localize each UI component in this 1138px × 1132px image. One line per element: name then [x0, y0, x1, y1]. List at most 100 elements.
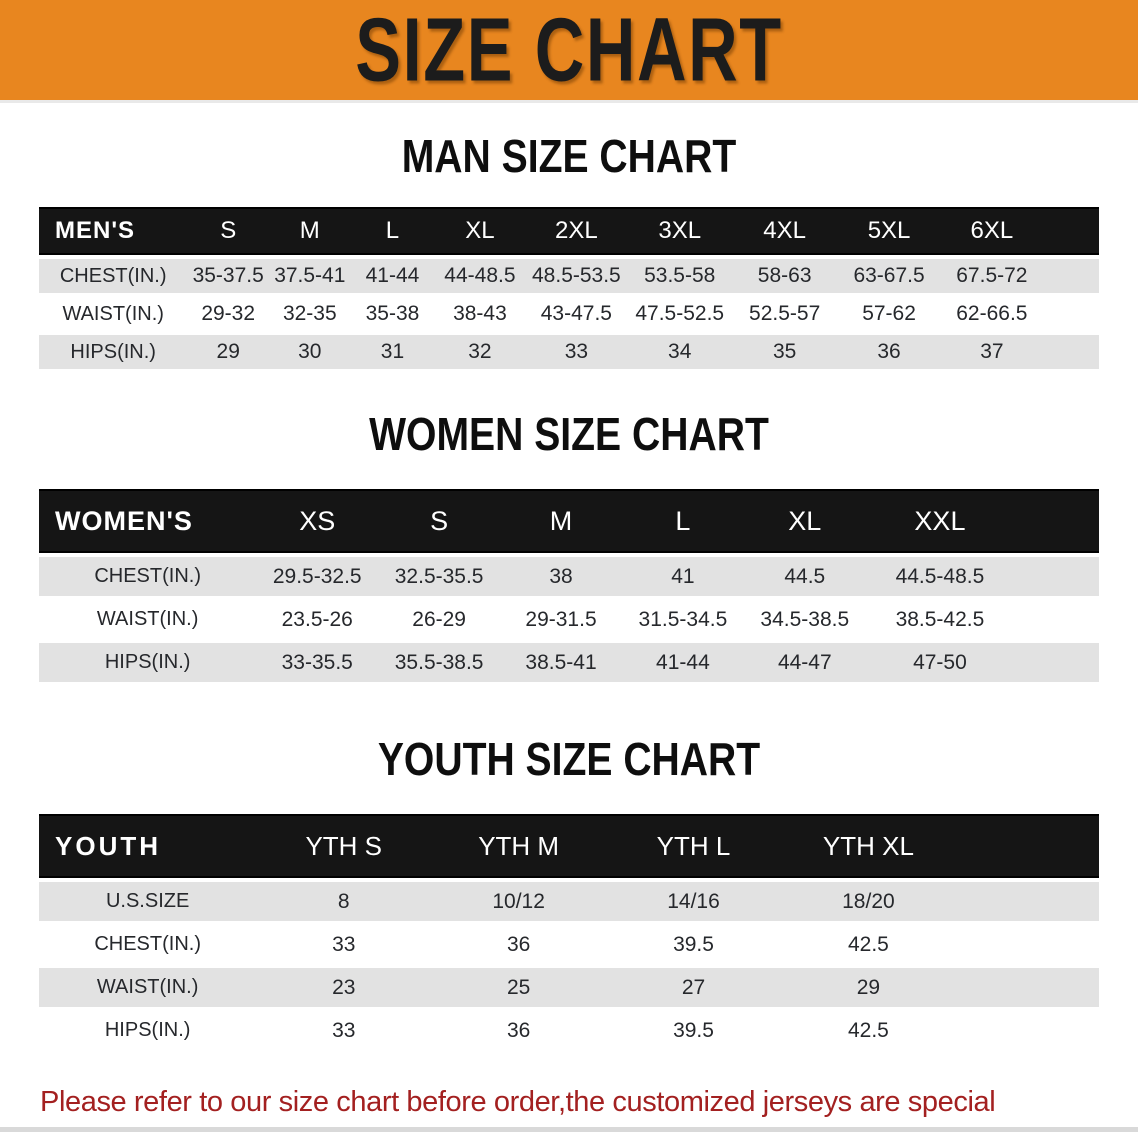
- size-value-cell: 53.5-58: [627, 259, 733, 293]
- spacer-cell: [1042, 335, 1099, 369]
- size-value-cell: 29-32: [187, 297, 269, 331]
- youth-chest-row: CHEST(IN.) 33 36 39.5 42.5: [39, 925, 1099, 964]
- size-value-cell: 42.5: [780, 1011, 956, 1050]
- women-section-title: WOMEN SIZE CHART: [369, 408, 769, 460]
- size-column-header: M: [500, 489, 622, 553]
- size-value-cell: 44.5-48.5: [865, 557, 1015, 596]
- size-value-cell: 29.5-32.5: [256, 557, 379, 596]
- row-label-cell: WAIST(IN.): [39, 600, 257, 639]
- youth-size-table: YOUTH YTH S YTH M YTH L YTH XL U.S.SIZE …: [39, 810, 1099, 1054]
- spacer-cell: [1014, 557, 1099, 596]
- size-value-cell: 67.5-72: [941, 259, 1043, 293]
- spacer-cell: [955, 968, 1099, 1007]
- row-label-cell: WAIST(IN.): [39, 968, 257, 1007]
- women-corner-label: WOMEN'S: [39, 489, 257, 553]
- size-value-cell: 33: [256, 925, 432, 964]
- size-value-cell: 23: [256, 968, 432, 1007]
- size-value-cell: 10/12: [431, 882, 607, 921]
- youth-section-title: YOUTH SIZE CHART: [377, 733, 761, 785]
- women-hips-row: HIPS(IN.) 33-35.5 35.5-38.5 38.5-41 41-4…: [39, 643, 1099, 682]
- size-value-cell: 38.5-41: [500, 643, 622, 682]
- size-column-header: 3XL: [627, 207, 733, 255]
- size-value-cell: 35: [732, 335, 838, 369]
- size-column-header: 6XL: [941, 207, 1043, 255]
- spacer-cell: [955, 925, 1099, 964]
- size-value-cell: 36: [431, 1011, 607, 1050]
- size-value-cell: 23.5-26: [256, 600, 379, 639]
- row-label-cell: WAIST(IN.): [39, 297, 188, 331]
- size-value-cell: 14/16: [606, 882, 781, 921]
- size-value-cell: 47-50: [865, 643, 1015, 682]
- size-value-cell: 29: [780, 968, 956, 1007]
- size-value-cell: 33: [256, 1011, 432, 1050]
- row-label-cell: CHEST(IN.): [39, 259, 188, 293]
- size-column-header: S: [378, 489, 501, 553]
- size-value-cell: 25: [431, 968, 607, 1007]
- banner: SIZE CHART: [0, 0, 1138, 103]
- size-value-cell: 32: [434, 335, 526, 369]
- men-section-title: MAN SIZE CHART: [401, 130, 737, 182]
- size-column-header: XS: [256, 489, 379, 553]
- size-column-header: XL: [434, 207, 526, 255]
- youth-corner-label: YOUTH: [39, 814, 257, 878]
- size-value-cell: 57-62: [837, 297, 941, 331]
- size-value-cell: 58-63: [732, 259, 838, 293]
- size-value-cell: 36: [837, 335, 941, 369]
- banner-title: SIZE CHART: [355, 0, 783, 100]
- size-value-cell: 29-31.5: [500, 600, 622, 639]
- size-value-cell: 31.5-34.5: [621, 600, 744, 639]
- spacer-cell: [1042, 259, 1099, 293]
- size-value-cell: 42.5: [780, 925, 956, 964]
- size-column-header: L: [350, 207, 435, 255]
- men-hips-row: HIPS(IN.) 29 30 31 32 33 34 35 36 37: [39, 335, 1099, 369]
- youth-header-row: YOUTH YTH S YTH M YTH L YTH XL: [39, 814, 1099, 878]
- size-value-cell: 48.5-53.5: [525, 259, 628, 293]
- size-value-cell: 32-35: [269, 297, 351, 331]
- size-value-cell: 39.5: [606, 1011, 781, 1050]
- spacer-cell: [1042, 297, 1099, 331]
- spacer-cell: [1014, 489, 1099, 553]
- men-size-table: MEN'S S M L XL 2XL 3XL 4XL 5XL 6XL CHEST…: [39, 203, 1099, 373]
- size-value-cell: 44-48.5: [434, 259, 526, 293]
- size-value-cell: 31: [350, 335, 435, 369]
- spacer-cell: [1042, 207, 1099, 255]
- youth-ussize-row: U.S.SIZE 8 10/12 14/16 18/20: [39, 882, 1099, 921]
- size-value-cell: 26-29: [378, 600, 501, 639]
- spacer-cell: [955, 882, 1099, 921]
- size-column-header: XXL: [865, 489, 1015, 553]
- size-value-cell: 41-44: [621, 643, 744, 682]
- size-column-header: YTH XL: [780, 814, 956, 878]
- row-label-cell: CHEST(IN.): [39, 557, 257, 596]
- size-value-cell: 41: [621, 557, 744, 596]
- size-value-cell: 29: [187, 335, 269, 369]
- size-column-header: M: [269, 207, 351, 255]
- size-value-cell: 8: [256, 882, 432, 921]
- men-header-row: MEN'S S M L XL 2XL 3XL 4XL 5XL 6XL: [39, 207, 1099, 255]
- women-chest-row: CHEST(IN.) 29.5-32.5 32.5-35.5 38 41 44.…: [39, 557, 1099, 596]
- men-chest-row: CHEST(IN.) 35-37.5 37.5-41 41-44 44-48.5…: [39, 259, 1099, 293]
- men-waist-row: WAIST(IN.) 29-32 32-35 35-38 38-43 43-47…: [39, 297, 1099, 331]
- size-value-cell: 44.5: [743, 557, 866, 596]
- order-notice: Please refer to our size chart before or…: [40, 1080, 1110, 1132]
- size-column-header: 4XL: [732, 207, 838, 255]
- row-label-cell: HIPS(IN.): [39, 335, 188, 369]
- size-value-cell: 32.5-35.5: [378, 557, 501, 596]
- size-value-cell: 36: [431, 925, 607, 964]
- size-value-cell: 33-35.5: [256, 643, 379, 682]
- size-value-cell: 35-37.5: [187, 259, 269, 293]
- size-value-cell: 37: [941, 335, 1043, 369]
- youth-waist-row: WAIST(IN.) 23 25 27 29: [39, 968, 1099, 1007]
- size-value-cell: 62-66.5: [941, 297, 1043, 331]
- size-value-cell: 34: [627, 335, 733, 369]
- women-waist-row: WAIST(IN.) 23.5-26 26-29 29-31.5 31.5-34…: [39, 600, 1099, 639]
- size-value-cell: 44-47: [743, 643, 866, 682]
- size-value-cell: 34.5-38.5: [743, 600, 866, 639]
- size-value-cell: 30: [269, 335, 351, 369]
- size-value-cell: 39.5: [606, 925, 781, 964]
- spacer-cell: [955, 1011, 1099, 1050]
- youth-hips-row: HIPS(IN.) 33 36 39.5 42.5: [39, 1011, 1099, 1050]
- spacer-cell: [955, 814, 1099, 878]
- spacer-cell: [1014, 643, 1099, 682]
- size-column-header: YTH L: [606, 814, 781, 878]
- size-value-cell: 43-47.5: [525, 297, 628, 331]
